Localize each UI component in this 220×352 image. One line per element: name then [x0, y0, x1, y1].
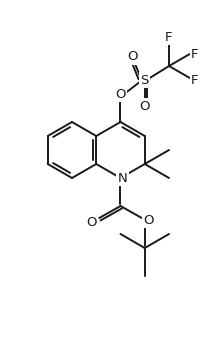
Text: S: S	[141, 74, 149, 87]
Text: N: N	[118, 171, 127, 184]
Text: F: F	[191, 48, 198, 61]
Text: O: O	[127, 50, 138, 63]
Text: F: F	[165, 31, 173, 44]
Text: O: O	[143, 214, 154, 226]
Text: O: O	[139, 100, 150, 113]
Text: O: O	[86, 215, 97, 228]
Text: F: F	[191, 74, 198, 87]
Text: O: O	[115, 88, 126, 101]
